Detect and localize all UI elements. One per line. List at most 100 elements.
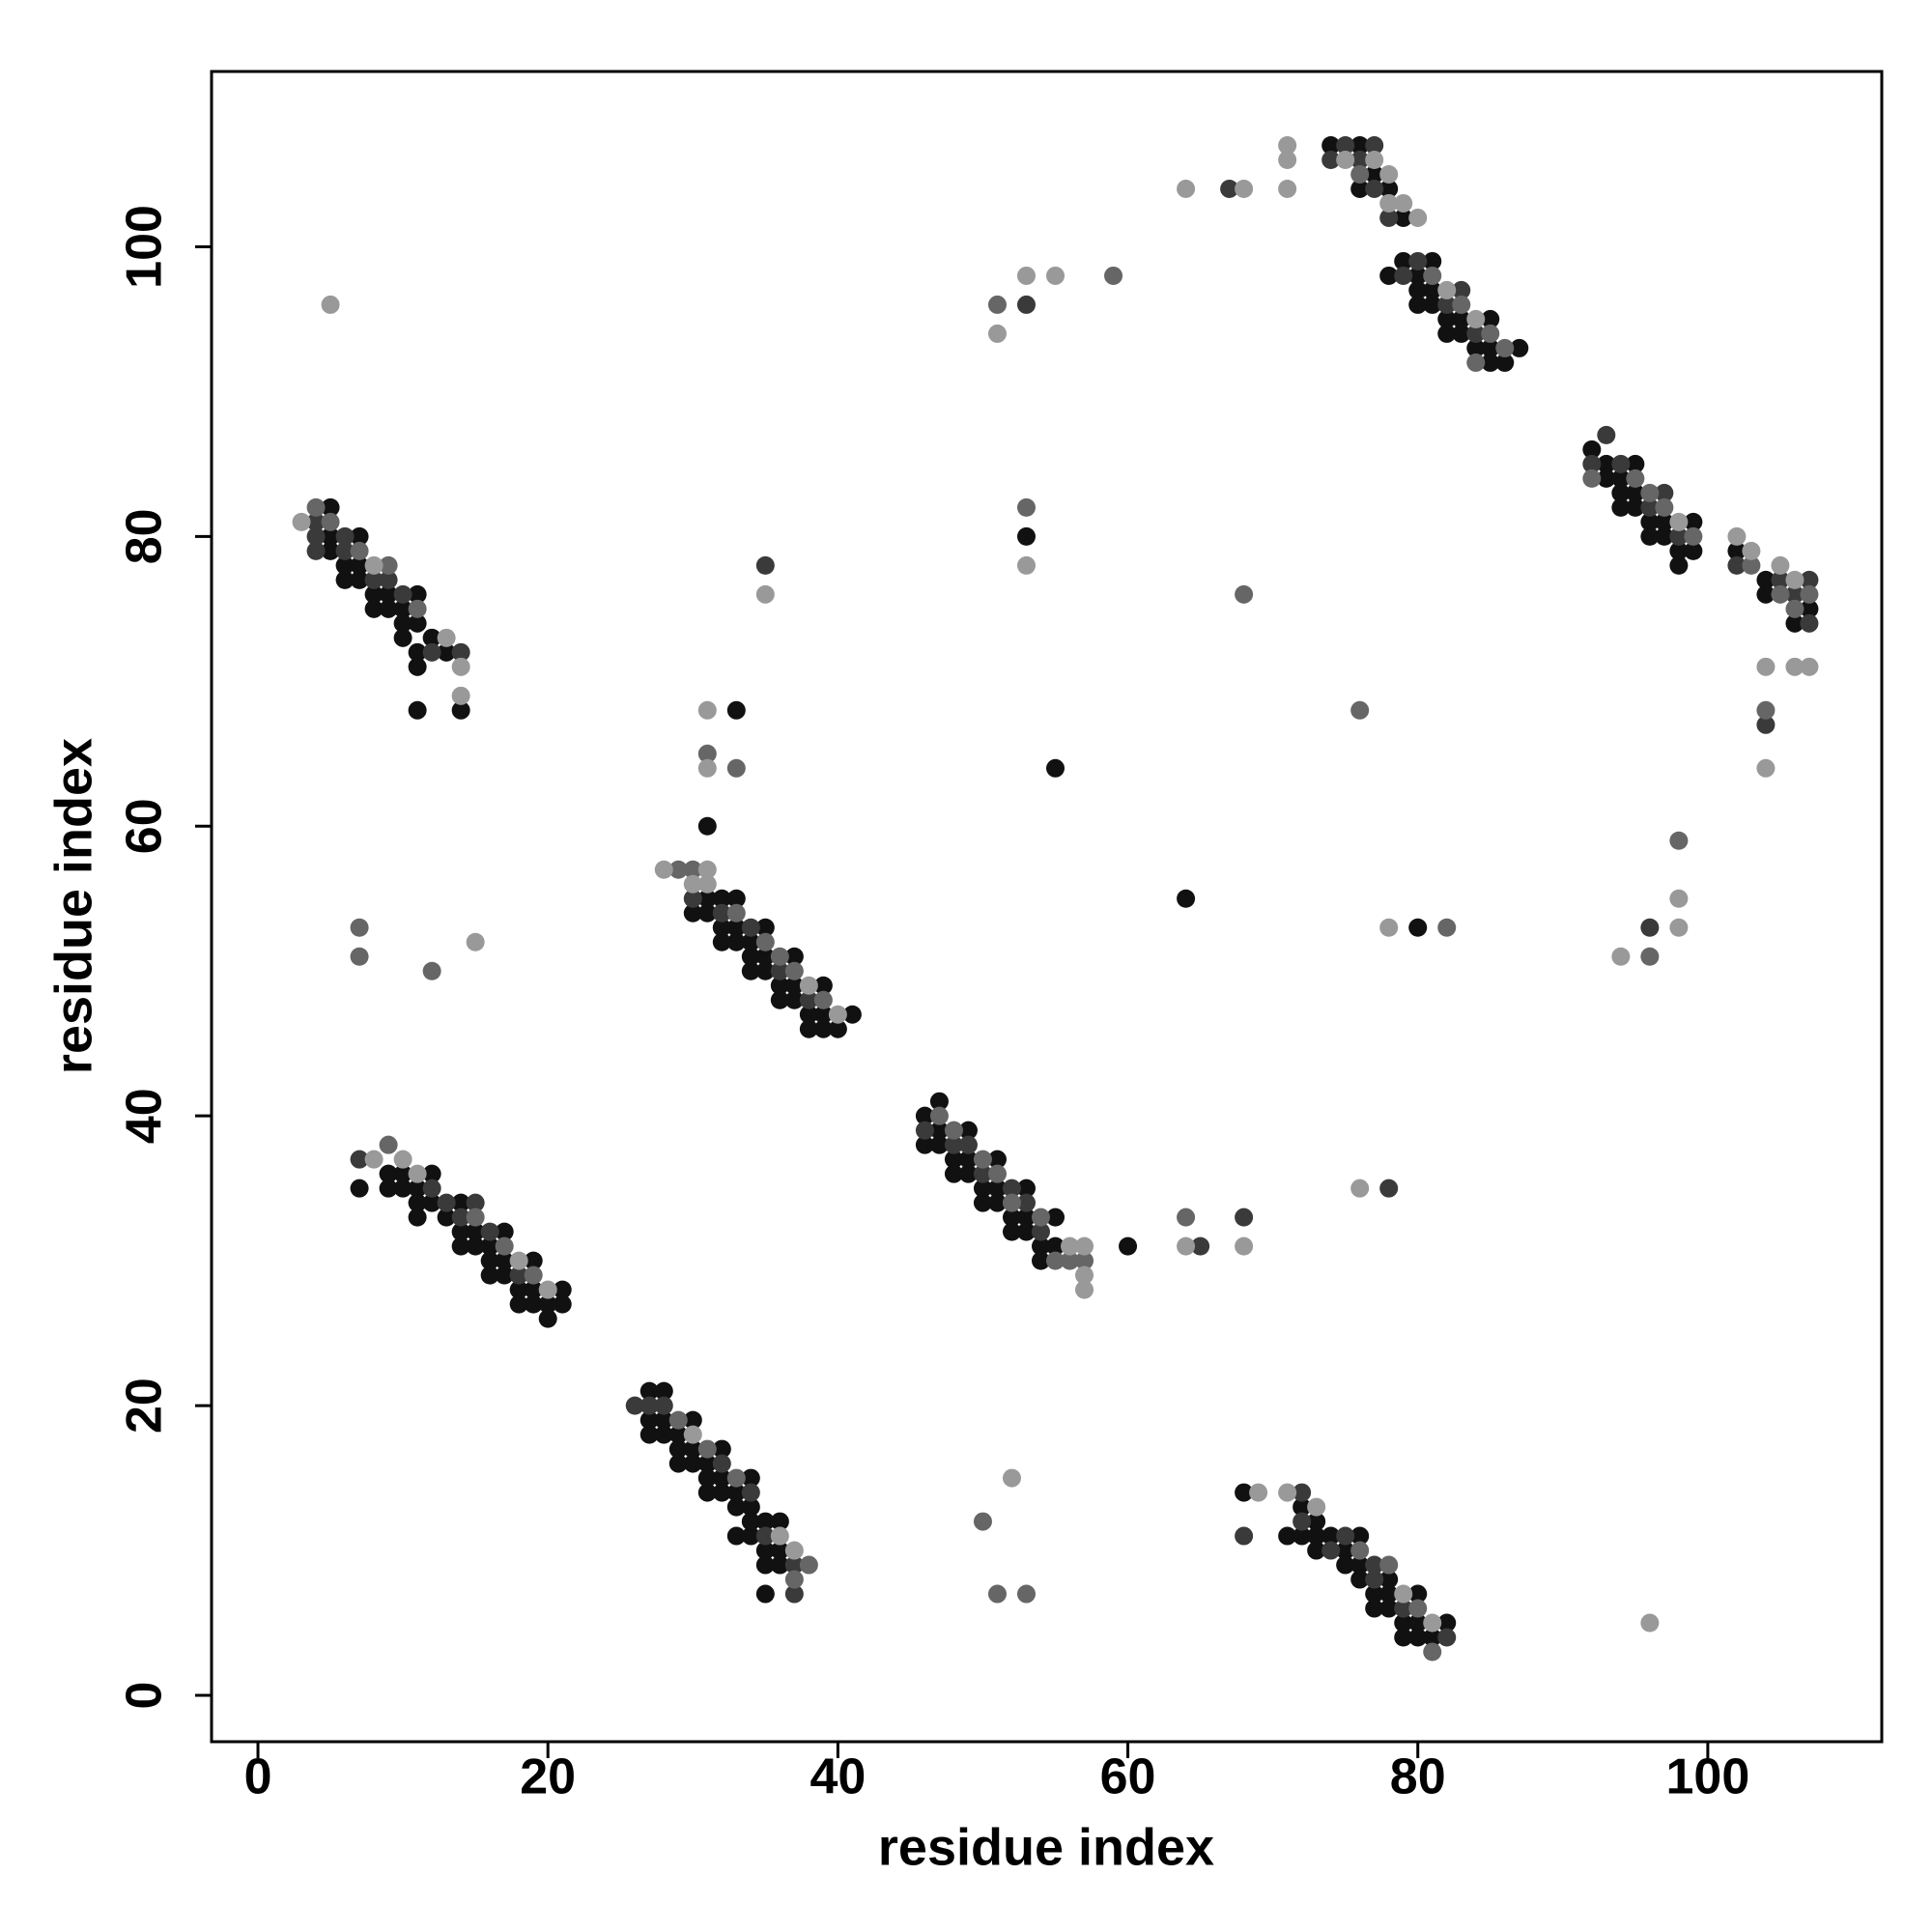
- contact-point: [683, 874, 702, 894]
- contact-point: [1452, 309, 1471, 328]
- contact-point: [1481, 338, 1500, 357]
- contact-point: [335, 570, 355, 589]
- contact-point: [784, 976, 804, 995]
- contact-point: [1016, 1584, 1036, 1604]
- contact-point: [379, 555, 398, 575]
- contact-point: [509, 1294, 528, 1314]
- contact-point: [1379, 1570, 1399, 1589]
- contact-point: [1365, 1584, 1384, 1604]
- contact-point: [1466, 338, 1486, 357]
- x-tick-label: 0: [244, 1749, 272, 1805]
- contact-point: [1379, 179, 1399, 198]
- contact-point: [929, 1092, 949, 1111]
- contact-point: [1307, 1526, 1326, 1546]
- contact-point: [437, 642, 456, 662]
- contact-point: [1452, 295, 1471, 314]
- contact-point: [784, 947, 804, 966]
- contact-point: [1597, 469, 1616, 488]
- contact-point: [958, 1164, 978, 1183]
- contact-point: [1350, 1570, 1370, 1589]
- contact-point: [451, 700, 470, 720]
- contact-point: [1031, 1208, 1050, 1227]
- contact-point: [697, 744, 717, 763]
- contact-point: [697, 903, 717, 923]
- contact-point: [1669, 831, 1689, 850]
- contact-point: [524, 1251, 543, 1270]
- contact-point: [350, 1150, 369, 1169]
- contact-point: [1597, 425, 1616, 444]
- contact-point: [726, 1526, 746, 1546]
- contact-point: [553, 1294, 572, 1314]
- contact-point: [944, 1121, 963, 1140]
- contact-point: [1394, 193, 1413, 213]
- contact-point: [726, 903, 746, 923]
- contact-point: [1235, 179, 1254, 198]
- contact-point: [1350, 150, 1370, 169]
- contact-point: [408, 657, 427, 676]
- contact-point: [770, 961, 789, 980]
- contact-point: [683, 889, 702, 908]
- contact-point: [1423, 295, 1442, 314]
- x-axis-title: residue index: [878, 1818, 1214, 1876]
- contact-point: [1031, 1236, 1050, 1256]
- contact-point: [1104, 266, 1123, 285]
- contact-point: [422, 961, 441, 980]
- contact-point: [393, 599, 412, 618]
- contact-point: [668, 860, 688, 879]
- contact-point: [1016, 497, 1036, 517]
- x-tick-label: 100: [1666, 1749, 1750, 1805]
- contact-point: [1336, 1541, 1355, 1560]
- contact-point: [1800, 599, 1819, 618]
- contact-point: [350, 1179, 369, 1198]
- contact-point: [770, 947, 789, 966]
- contact-point: [1278, 1483, 1297, 1502]
- contact-point: [1640, 497, 1660, 517]
- contact-point: [1365, 1599, 1384, 1618]
- contact-point: [422, 642, 441, 662]
- contact-point: [1046, 1236, 1065, 1256]
- contact-point: [697, 1439, 717, 1459]
- contact-point: [1365, 150, 1384, 169]
- contact-point: [393, 1150, 412, 1169]
- contact-point: [1669, 541, 1689, 560]
- contact-point: [422, 1164, 441, 1183]
- contact-point: [1235, 1208, 1254, 1227]
- contact-point: [1177, 889, 1196, 908]
- contact-point: [639, 1425, 659, 1444]
- contact-point: [697, 889, 717, 908]
- contact-point: [1016, 1208, 1036, 1227]
- contact-point: [683, 1454, 702, 1473]
- contact-point: [1756, 758, 1776, 778]
- contact-point: [726, 889, 746, 908]
- contact-point: [1800, 584, 1819, 604]
- contact-point: [712, 918, 731, 937]
- contact-point: [1655, 497, 1674, 517]
- contact-point: [1727, 555, 1747, 575]
- contact-point: [654, 860, 673, 879]
- contact-point: [1350, 179, 1370, 198]
- contact-point: [1350, 1541, 1370, 1560]
- contact-point: [1437, 309, 1457, 328]
- contact-point: [393, 1164, 412, 1183]
- contact-point: [1350, 700, 1370, 720]
- contact-point: [1321, 1526, 1341, 1546]
- contact-point: [799, 976, 818, 995]
- contact-point: [1423, 266, 1442, 285]
- contact-point: [1394, 208, 1413, 227]
- contact-point: [451, 1193, 470, 1212]
- contact-point: [1321, 1541, 1341, 1560]
- contact-point: [1684, 512, 1703, 531]
- contact-point: [1379, 1584, 1399, 1604]
- contact-point: [1379, 266, 1399, 285]
- contact-point: [1061, 1251, 1080, 1270]
- contact-point: [1423, 251, 1442, 270]
- contact-point: [1640, 947, 1660, 966]
- contact-point: [1408, 208, 1428, 227]
- contact-point: [393, 1179, 412, 1198]
- contact-point: [480, 1222, 499, 1241]
- contact-point: [784, 990, 804, 1009]
- contact-point: [1046, 1208, 1065, 1227]
- contact-point: [480, 1236, 499, 1256]
- contact-point: [668, 1425, 688, 1444]
